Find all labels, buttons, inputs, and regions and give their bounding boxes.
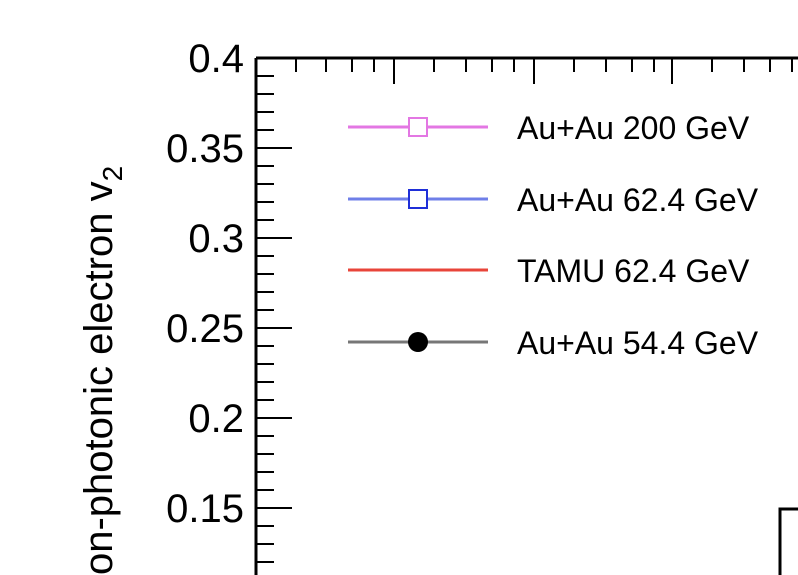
legend-entry: Au+Au 62.4 GeV xyxy=(348,182,759,218)
y-axis-title: on-photonic electron v2 xyxy=(77,166,128,575)
y-tick-label: 0.4 xyxy=(188,37,244,81)
y-tick-label: 0.35 xyxy=(166,127,244,171)
legend-marker-open-square xyxy=(408,117,428,137)
legend-label: Au+Au 200 GeV xyxy=(517,110,750,146)
legend-entry: Au+Au 200 GeV xyxy=(348,110,750,146)
y-tick-label: 0.15 xyxy=(166,487,244,531)
y-axis-title-subscript: 2 xyxy=(97,166,128,182)
partial-data-mark xyxy=(778,507,798,575)
legend-label: Au+Au 54.4 GeV xyxy=(517,325,759,361)
y-tick-label: 0.3 xyxy=(188,217,244,261)
y-tick-labels: 0.4 0.35 0.3 0.25 0.2 0.15 xyxy=(166,37,244,531)
legend: Au+Au 200 GeV Au+Au 62.4 GeV TAMU 62.4 GeV… xyxy=(348,110,759,361)
y-axis-title-main: on-photonic electron v xyxy=(77,181,121,575)
y-tick-label: 0.25 xyxy=(166,307,244,351)
y-tick-label: 0.2 xyxy=(188,397,244,441)
legend-label: Au+Au 62.4 GeV xyxy=(517,182,759,218)
legend-marker-open-square xyxy=(408,189,428,209)
legend-entry: Au+Au 54.4 GeV xyxy=(348,325,759,361)
legend-marker-filled-circle xyxy=(408,332,428,352)
legend-entry: TAMU 62.4 GeV xyxy=(348,253,750,289)
legend-label: TAMU 62.4 GeV xyxy=(517,253,750,289)
axes xyxy=(254,56,798,575)
